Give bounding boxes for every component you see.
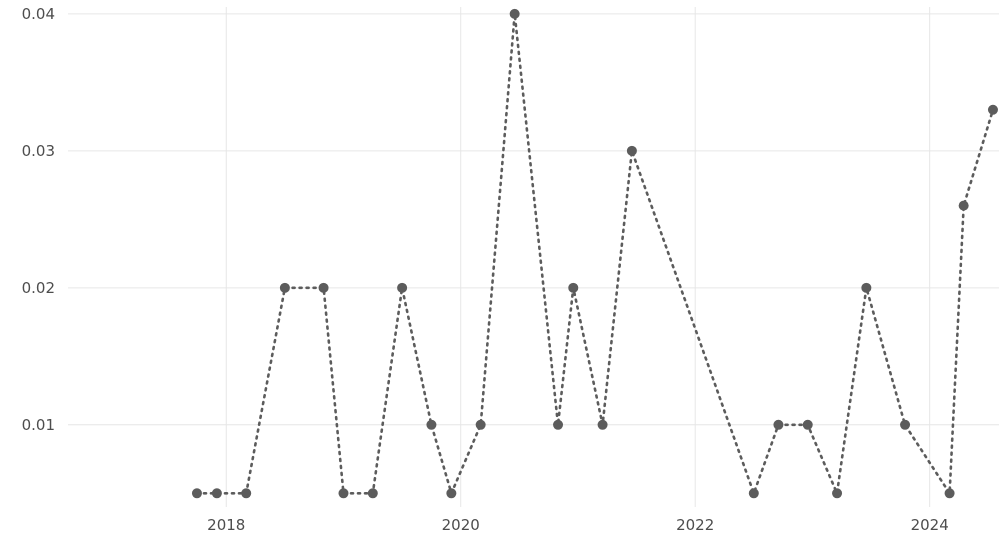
data-point [568, 282, 579, 293]
x-tick-label: 2020 [442, 516, 480, 534]
data-point [426, 419, 437, 430]
y-tick-label: 0.03 [22, 142, 55, 160]
data-point [944, 488, 955, 499]
points-layer [191, 8, 998, 499]
series-line [195, 13, 995, 499]
series-layer [195, 13, 995, 499]
y-tick-label: 0.04 [22, 5, 55, 23]
data-point [397, 282, 408, 293]
y-tick-label: 0.02 [22, 279, 55, 297]
data-point [987, 104, 998, 115]
data-point [802, 419, 813, 430]
data-point [367, 488, 378, 499]
data-point [958, 200, 969, 211]
data-point [748, 488, 759, 499]
x-tick-labels: 2018 2020 2022 2024 [207, 516, 949, 534]
data-point [211, 488, 222, 499]
data-point [597, 419, 608, 430]
x-tick-label: 2024 [911, 516, 949, 534]
y-tick-label: 0.01 [22, 416, 55, 434]
x-tick-label: 2022 [676, 516, 714, 534]
y-gridlines [68, 13, 999, 426]
data-point [832, 488, 843, 499]
data-point [861, 282, 872, 293]
data-point [475, 419, 486, 430]
x-gridlines [225, 7, 931, 507]
data-point [900, 419, 911, 430]
data-point [241, 488, 252, 499]
data-point [446, 488, 457, 499]
data-point [338, 488, 349, 499]
x-tick-label: 2018 [207, 516, 245, 534]
data-point [626, 145, 637, 156]
data-point [191, 488, 202, 499]
data-point [509, 8, 520, 19]
data-point [553, 419, 564, 430]
data-point [773, 419, 784, 430]
data-point [279, 282, 290, 293]
y-tick-labels: 0.01 0.02 0.03 0.04 [22, 5, 55, 434]
data-point [318, 282, 329, 293]
